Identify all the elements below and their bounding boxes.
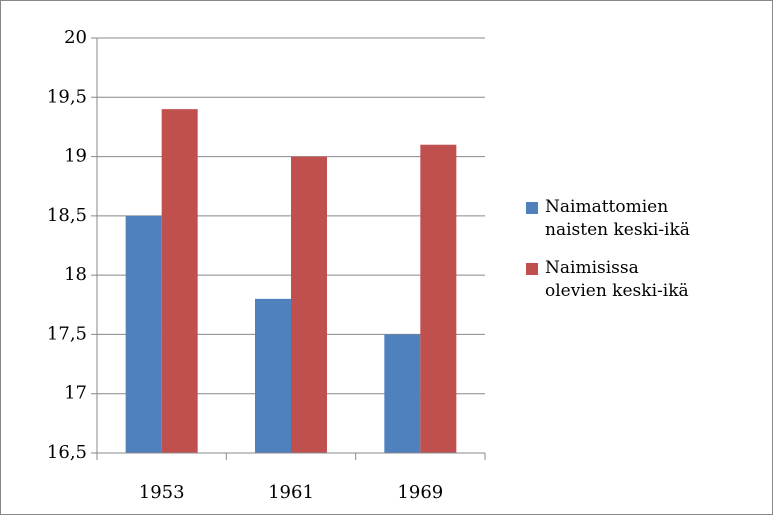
y-tick-label: 20 [64,27,87,48]
x-tick-label: 1969 [397,482,443,503]
x-tick-label: 1953 [139,482,185,503]
bar [291,156,327,454]
bar [161,109,198,454]
y-tick-label: 18 [64,264,87,285]
bar [125,215,162,453]
y-tick-label: 19 [64,146,87,167]
bar [384,334,421,453]
legend: Naimattomien naisten keski-ikä Naimisissa… [526,196,726,318]
y-tick-label: 16,5 [47,442,87,463]
legend-swatch [526,263,538,275]
bar [255,298,291,453]
legend-item: Naimisissa olevien keski-ikä [526,257,695,303]
x-tick-label: 1961 [268,482,314,503]
legend-swatch [526,202,538,214]
y-tick-label: 18,5 [47,205,87,226]
y-tick-label: 17,5 [47,323,87,344]
legend-item: Naimattomien naisten keski-ikä [526,196,695,242]
y-tick-label: 17 [64,383,87,404]
legend-label: Naimattomien naisten keski-ikä [545,197,690,240]
bar [420,144,457,453]
legend-label: Naimisissa olevien keski-ikä [545,258,689,301]
y-tick-label: 19,5 [47,86,87,107]
